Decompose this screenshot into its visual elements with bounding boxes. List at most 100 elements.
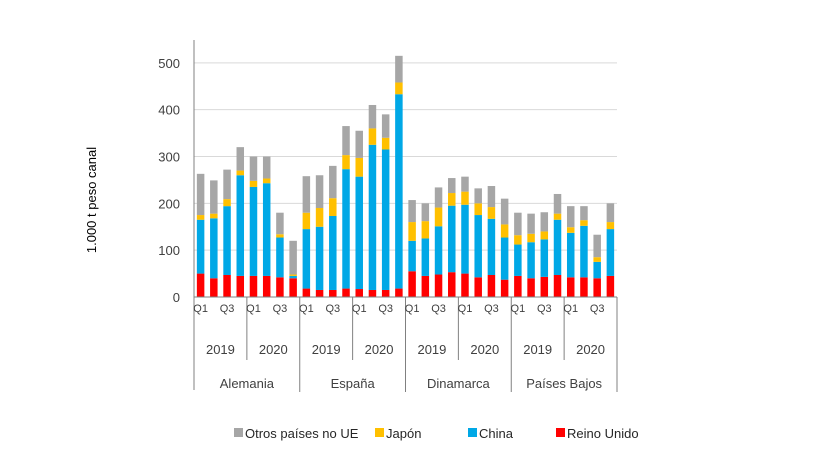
bar-reino-unido: [289, 278, 297, 297]
bar-china: [395, 94, 403, 289]
x-tick-label-year: 2020: [576, 342, 605, 357]
x-tick-label-quarter: Q1: [405, 303, 420, 315]
bar-china: [196, 219, 205, 274]
bar-reino-unido: [223, 274, 231, 297]
y-tick-label: 400: [158, 103, 180, 118]
bar-otros-países-no-ue: [514, 212, 522, 236]
bar-japón: [196, 215, 205, 220]
bar-china: [289, 275, 297, 279]
bar-china: [381, 149, 390, 290]
bar-china: [421, 238, 430, 276]
bar-china: [448, 205, 456, 273]
bar-japón: [566, 227, 575, 233]
x-tick-label-quarter: Q3: [484, 303, 499, 315]
x-tick-label-year: 2020: [470, 342, 499, 357]
bar-otros-países-no-ue: [461, 176, 469, 192]
bar-otros-países-no-ue: [381, 114, 390, 138]
x-tick-label-year: 2019: [206, 342, 235, 357]
legend-label: China: [479, 426, 514, 441]
bar-reino-unido: [408, 271, 416, 297]
bar-otros-países-no-ue: [236, 147, 245, 171]
bar-japón: [249, 180, 258, 187]
bar-reino-unido: [421, 275, 430, 297]
bar-reino-unido: [606, 275, 615, 297]
x-tick-label-country: Dinamarca: [427, 376, 491, 391]
bar-reino-unido: [566, 277, 575, 297]
bar-reino-unido: [210, 278, 218, 297]
bar-otros-países-no-ue: [368, 104, 377, 129]
bar-china: [368, 144, 377, 290]
x-tick-label-quarter: Q1: [352, 303, 367, 315]
bar-japón: [302, 212, 311, 230]
bar-reino-unido: [527, 278, 535, 297]
bar-china: [553, 219, 562, 275]
bar-china: [606, 229, 615, 276]
bar-reino-unido: [448, 272, 456, 297]
bar-reino-unido: [262, 275, 271, 297]
bar-otros-países-no-ue: [580, 206, 588, 221]
bar-china: [329, 215, 337, 290]
bar-japón: [262, 178, 271, 184]
x-tick-label-country: Países Bajos: [526, 376, 602, 391]
y-tick-label: 0: [173, 290, 180, 305]
x-tick-label-year: 2020: [259, 342, 288, 357]
bar-china: [474, 215, 482, 278]
bar-japón: [276, 234, 284, 238]
x-tick-label-year: 2019: [312, 342, 341, 357]
bar-china: [566, 232, 575, 278]
bar-otros-países-no-ue: [606, 203, 615, 223]
bar-otros-países-no-ue: [540, 212, 549, 232]
y-tick-label: 500: [158, 56, 180, 71]
bar-reino-unido: [355, 289, 363, 297]
bar-reino-unido: [593, 278, 601, 297]
y-tick-label: 100: [158, 243, 180, 258]
bar-otros-países-no-ue: [289, 240, 297, 275]
x-tick-label-quarter: Q1: [193, 303, 208, 315]
bar-china: [527, 242, 535, 279]
bar-china: [434, 226, 443, 275]
y-axis-label: 1.000 t peso canal: [84, 147, 99, 253]
bar-japón: [500, 224, 509, 238]
bar-china: [276, 237, 284, 278]
x-tick-label-quarter: Q3: [378, 303, 393, 315]
bar-japón: [527, 233, 535, 243]
bar-otros-países-no-ue: [487, 186, 496, 208]
bar-japón: [315, 208, 324, 227]
bar-china: [408, 240, 416, 272]
bar-reino-unido: [315, 289, 324, 297]
bar-reino-unido: [395, 288, 403, 297]
x-tick-label-quarter: Q3: [325, 303, 340, 315]
bar-reino-unido: [329, 289, 337, 297]
bar-japón: [342, 155, 350, 170]
bar-otros-países-no-ue: [302, 176, 311, 213]
bar-reino-unido: [302, 288, 311, 297]
bar-japón: [487, 207, 496, 219]
legend-swatch: [556, 428, 565, 437]
x-tick-label-quarter: Q3: [590, 303, 605, 315]
x-tick-label-year: 2019: [417, 342, 446, 357]
bar-china: [514, 244, 522, 276]
legend-label: Japón: [386, 426, 421, 441]
bar-japón: [329, 198, 337, 216]
legend-swatch: [468, 428, 477, 437]
x-tick-label-country: España: [331, 376, 376, 391]
bar-japón: [421, 221, 430, 239]
bar-reino-unido: [434, 274, 443, 297]
bar-otros-países-no-ue: [262, 156, 271, 179]
bar-otros-países-no-ue: [408, 200, 416, 223]
bar-reino-unido: [500, 279, 509, 297]
bar-china: [302, 229, 311, 289]
bar-japón: [381, 137, 390, 150]
x-tick-label-quarter: Q3: [220, 303, 235, 315]
bar-reino-unido: [236, 275, 245, 297]
x-tick-label-quarter: Q3: [273, 303, 288, 315]
y-tick-labels: 0 100 200 300 400 500: [158, 56, 180, 305]
bar-china: [249, 186, 258, 276]
bar-otros-países-no-ue: [593, 234, 601, 258]
bar-china: [487, 218, 496, 275]
x-tick-label-year: 2019: [523, 342, 552, 357]
bar-japón: [580, 220, 588, 226]
bar-japón: [434, 207, 443, 227]
bar-china: [262, 183, 271, 276]
bar-reino-unido: [461, 273, 469, 297]
